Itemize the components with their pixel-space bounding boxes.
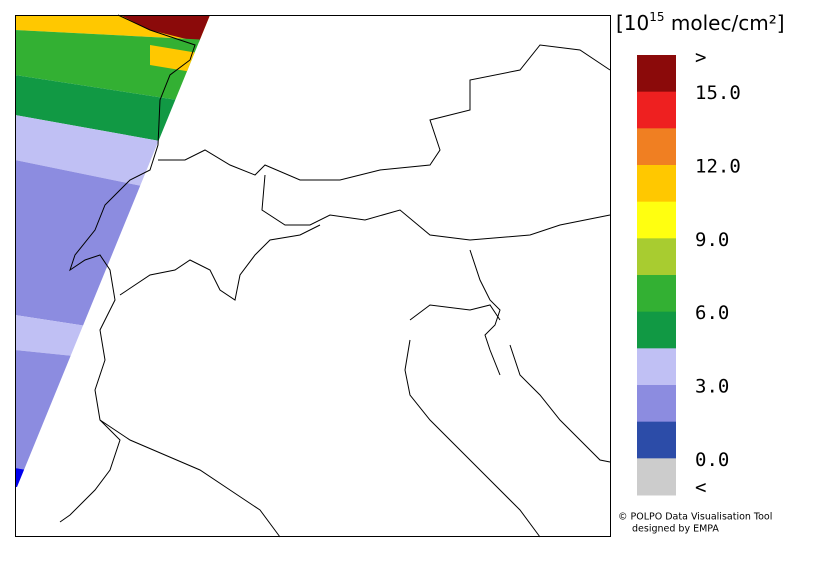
colorbar-segment — [637, 385, 676, 423]
colorbar-segment — [637, 458, 676, 496]
colorbar-tick-label: 3.0 — [695, 376, 729, 398]
colorbar-segment — [637, 91, 676, 129]
colorbar-segment — [637, 128, 676, 166]
colorbar — [637, 55, 676, 496]
credits-line1: © POLPO Data Visualisation Tool — [618, 512, 772, 523]
colorbar-segment — [637, 201, 676, 239]
colorbar-segment — [637, 348, 676, 386]
colorbar-tick-label: 12.0 — [695, 156, 741, 178]
satellite-swath — [15, 15, 210, 487]
under-label: < — [695, 477, 706, 499]
credits-line2: designed by EMPA — [632, 524, 719, 535]
colorbar-tick-label: 0.0 — [695, 449, 729, 471]
unit-prefix: [10 — [616, 11, 649, 35]
colorbar-segment — [637, 275, 676, 313]
map-frame — [15, 15, 611, 537]
colorbar-tick-label: 15.0 — [695, 82, 741, 104]
colorbar-tick-label: 6.0 — [695, 302, 729, 324]
over-label: > — [695, 47, 706, 69]
country-borders — [59, 14, 611, 538]
colorbar-segment — [637, 421, 676, 459]
colorbar-segment — [637, 238, 676, 276]
unit-exponent: 15 — [649, 10, 664, 24]
colorbar-segment — [637, 55, 676, 93]
colorbar-segment — [637, 311, 676, 349]
unit-suffix: molec/cm²] — [665, 11, 785, 35]
colorbar-tick-label: 9.0 — [695, 229, 729, 251]
colorbar-segment — [637, 165, 676, 203]
legend-unit: [1015 molec/cm²] — [616, 10, 785, 35]
